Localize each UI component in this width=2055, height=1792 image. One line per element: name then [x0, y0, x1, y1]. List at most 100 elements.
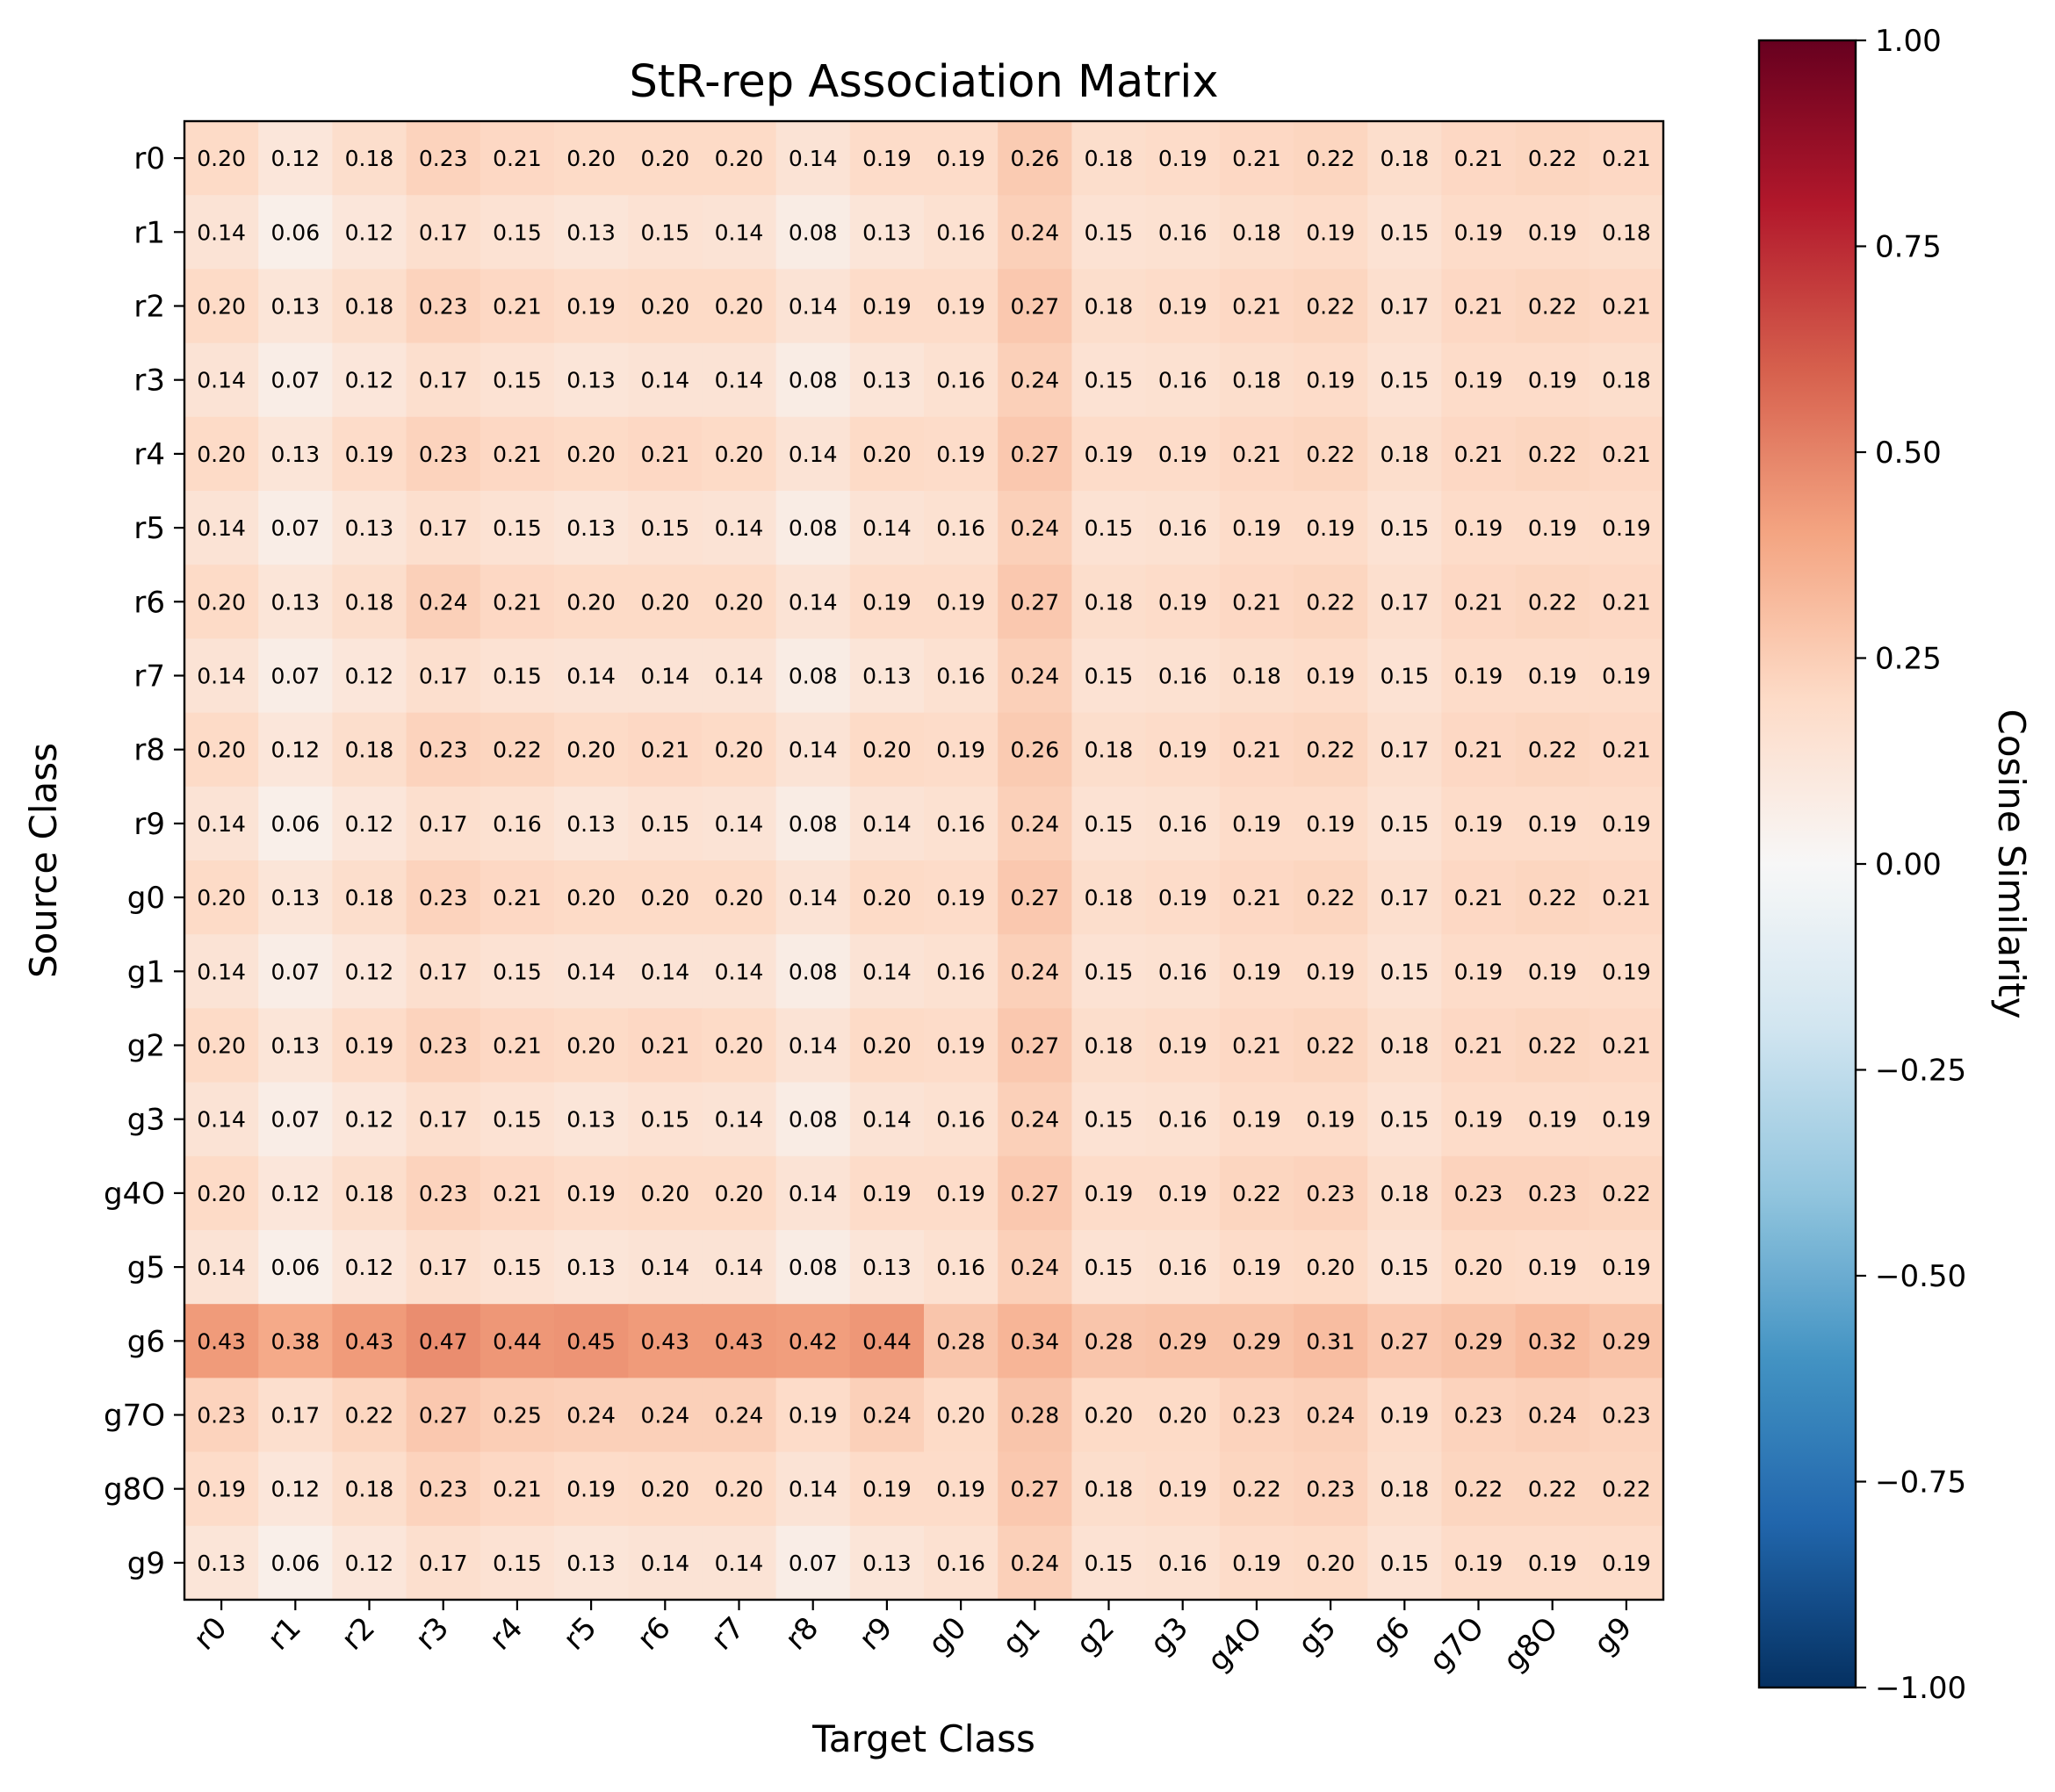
cell-value-label: 0.19 [1158, 738, 1208, 763]
heatmap-cell [1367, 416, 1442, 492]
cell-value-label: 0.18 [345, 294, 394, 320]
heatmap-cell [406, 491, 481, 565]
heatmap-cell [1589, 860, 1664, 935]
heatmap-cell [702, 1230, 777, 1305]
heatmap-cell [1219, 1008, 1294, 1083]
heatmap-cell [1145, 1155, 1221, 1231]
cell-value-label: 0.14 [862, 959, 912, 984]
cell-value-label: 0.13 [197, 1551, 246, 1576]
heatmap-cell [332, 786, 407, 861]
heatmap-cell [332, 638, 407, 714]
cell-value-label: 0.15 [493, 664, 542, 689]
heatmap-cell [1294, 1082, 1368, 1157]
heatmap-cell [924, 1304, 999, 1378]
heatmap-cell [1145, 638, 1221, 714]
cell-value-label: 0.13 [862, 220, 912, 245]
cell-value-label: 0.08 [789, 1107, 838, 1133]
cell-value-label: 0.20 [566, 738, 616, 763]
y-tick-label: r6 [133, 585, 165, 620]
heatmap-cell [1071, 1008, 1147, 1083]
heatmap-cell [1145, 712, 1221, 788]
cell-value-label: 0.08 [789, 664, 838, 689]
x-tick-label: r9 [853, 1610, 899, 1657]
cell-value-label: 0.15 [1380, 220, 1429, 245]
heatmap-cell [1441, 1082, 1517, 1157]
cell-value-label: 0.13 [270, 1033, 320, 1059]
cell-value-label: 0.13 [270, 442, 320, 467]
cell-value-label: 0.21 [1454, 442, 1503, 467]
heatmap-cell [554, 416, 629, 492]
heatmap-cell [1219, 638, 1294, 714]
heatmap-cell [1441, 121, 1517, 196]
cell-value-label: 0.12 [270, 1477, 320, 1502]
cell-value-label: 0.29 [1602, 1328, 1651, 1354]
heatmap-cell [554, 1230, 629, 1305]
heatmap-cell [1367, 934, 1442, 1009]
heatmap-cell [775, 1230, 851, 1305]
heatmap-cell [628, 638, 703, 714]
cell-value-label: 0.23 [1306, 1477, 1355, 1502]
heatmap-cell [775, 491, 851, 565]
cell-value-label: 0.18 [1085, 589, 1134, 615]
cell-value-label: 0.20 [715, 589, 764, 615]
cell-value-label: 0.19 [1306, 368, 1355, 393]
heatmap-cell [702, 1155, 777, 1231]
heatmap-cell [1219, 416, 1294, 492]
cell-value-label: 0.21 [1602, 589, 1651, 615]
heatmap-cell [628, 269, 703, 344]
cell-value-label: 0.19 [1528, 515, 1577, 541]
heatmap-cell [775, 342, 851, 418]
heatmap-cell [849, 712, 925, 788]
heatmap-cell [184, 712, 259, 788]
heatmap-cell [702, 121, 777, 196]
y-tick-label: g8O [104, 1472, 165, 1508]
cell-value-label: 0.21 [1602, 738, 1651, 763]
heatmap-cell [1145, 786, 1221, 861]
cell-value-label: 0.12 [345, 1551, 394, 1576]
cell-value-label: 0.19 [566, 1477, 616, 1502]
cell-value-label: 0.14 [197, 515, 246, 541]
heatmap-cell [1071, 638, 1147, 714]
heatmap-cell [480, 1230, 555, 1305]
cell-value-label: 0.20 [566, 1033, 616, 1059]
cell-value-label: 0.19 [1306, 959, 1355, 984]
heatmap-cell [184, 491, 259, 565]
x-tick-label: g0 [922, 1610, 974, 1662]
heatmap-cell [406, 712, 481, 788]
cell-value-label: 0.21 [1232, 442, 1281, 467]
cell-value-label: 0.14 [197, 664, 246, 689]
heatmap-cell [1145, 934, 1221, 1009]
heatmap-cell [184, 1230, 259, 1305]
cell-value-label: 0.20 [715, 146, 764, 171]
heatmap-cell [480, 1008, 555, 1083]
cell-value-label: 0.15 [1380, 368, 1429, 393]
heatmap-cell [184, 1304, 259, 1378]
heatmap-cell [406, 121, 481, 196]
cell-value-label: 0.22 [1528, 589, 1577, 615]
heatmap-cell [1441, 491, 1517, 565]
cell-value-label: 0.22 [1232, 1477, 1281, 1502]
cell-value-label: 0.16 [1158, 664, 1208, 689]
heatmap-cell [258, 565, 333, 639]
heatmap-cell [702, 934, 777, 1009]
cell-value-label: 0.17 [1380, 738, 1429, 763]
cell-value-label: 0.23 [419, 294, 468, 320]
heatmap-cell [849, 269, 925, 344]
heatmap-cell [406, 786, 481, 861]
colorbar-tick-label: 0.75 [1875, 230, 1942, 265]
x-tick-label: g8O [1496, 1610, 1565, 1679]
heatmap-cell [554, 121, 629, 196]
heatmap-cell [775, 1378, 851, 1453]
cell-value-label: 0.22 [1306, 738, 1355, 763]
cell-value-label: 0.19 [1528, 664, 1577, 689]
cell-value-label: 0.23 [1306, 1181, 1355, 1206]
cell-value-label: 0.14 [197, 959, 246, 984]
cell-value-label: 0.12 [270, 1181, 320, 1206]
cell-value-label: 0.14 [789, 1033, 838, 1059]
cell-value-label: 0.14 [862, 811, 912, 837]
cell-value-label: 0.24 [1010, 1551, 1059, 1576]
colorbar-tick-label: 0.25 [1875, 642, 1942, 677]
cell-value-label: 0.12 [345, 1107, 394, 1133]
